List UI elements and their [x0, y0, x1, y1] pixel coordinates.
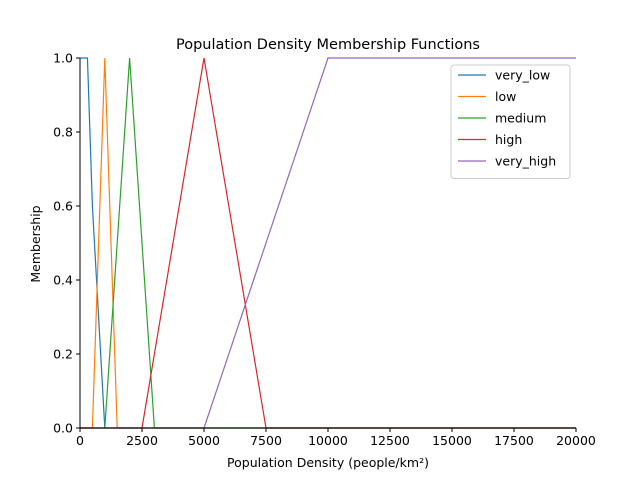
y-tick-label: 1.0 [53, 51, 73, 66]
legend-box [450, 64, 571, 179]
legend-label-low: low [495, 89, 516, 104]
x-tick-label: 0 [76, 433, 84, 448]
x-tick-label: 12500 [370, 433, 410, 448]
x-tick-label: 10000 [308, 433, 348, 448]
y-tick-label: 0.8 [53, 125, 73, 140]
y-axis-label: Membership [28, 205, 43, 282]
x-tick-label: 15000 [432, 433, 472, 448]
y-tick-label: 0.0 [53, 421, 73, 436]
x-tick-label: 17500 [494, 433, 534, 448]
x-tick-label: 2500 [126, 433, 158, 448]
y-tick-label: 0.2 [53, 347, 73, 362]
legend-label-very-high: very_high [495, 154, 556, 169]
y-ticks: 0.0 0.2 0.4 0.6 0.8 1.0 [53, 51, 80, 436]
x-ticks: 0 2500 5000 7500 10000 12500 15000 17500 20000 [76, 428, 596, 448]
y-tick-label: 0.4 [53, 273, 73, 288]
y-tick-label: 0.6 [53, 199, 73, 214]
legend-label-very-low: very_low [495, 68, 550, 83]
x-tick-label: 5000 [188, 433, 220, 448]
legend-label-high: high [495, 132, 522, 147]
chart-title: Population Density Membership Functions [176, 37, 480, 53]
x-axis-label: Population Density (people/km²) [227, 455, 429, 470]
legend-label-medium: medium [495, 111, 546, 126]
x-tick-label: 7500 [250, 433, 282, 448]
x-tick-label: 20000 [556, 433, 596, 448]
